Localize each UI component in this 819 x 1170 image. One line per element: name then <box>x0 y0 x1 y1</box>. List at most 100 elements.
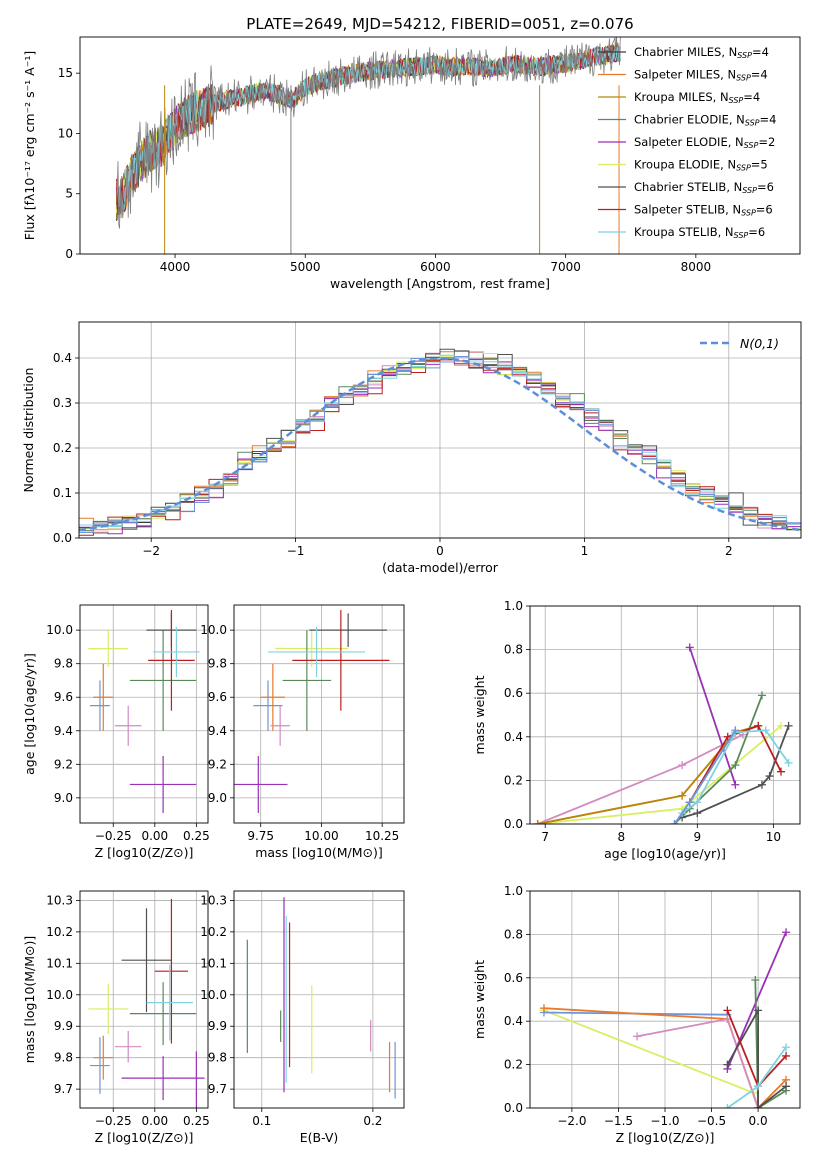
y-tick-label: 0.4 <box>504 1014 523 1028</box>
x-axis-label: Z [log10(Z/Z⊙)] <box>95 1130 194 1145</box>
x-tick-label: 10.00 <box>304 829 338 843</box>
y-tick-label: 9.2 <box>208 757 227 771</box>
x-tick-label: 5000 <box>290 260 321 274</box>
weight-marker <box>731 761 740 770</box>
axes-frame <box>78 321 802 539</box>
y-tick-label: 1.0 <box>504 599 523 613</box>
y-tick-label: 9.9 <box>54 1019 73 1033</box>
x-tick-label: −1 <box>287 544 305 558</box>
histogram-step <box>79 359 801 536</box>
x-axis-label: mass [log10(M/M⊙)] <box>255 845 383 860</box>
weight-marker <box>723 1006 732 1015</box>
weight-line <box>636 1017 759 1108</box>
x-tick-label: 1 <box>581 544 589 558</box>
legend-entry: Kroupa ELODIE, NSSP=5 <box>634 158 768 173</box>
x-tick-label: −0.5 <box>697 1114 726 1128</box>
weight-line <box>688 647 737 786</box>
plot-area <box>234 610 390 813</box>
y-tick-label: 9.8 <box>208 657 227 671</box>
y-tick-label: 1.0 <box>504 884 523 898</box>
weight-line <box>726 1006 787 1108</box>
y-tick-label: 10.3 <box>46 893 73 907</box>
y-tick-label: 0.4 <box>53 351 72 365</box>
y-tick-label: 9.9 <box>208 1019 227 1033</box>
legend-entry: Chabrier STELIB, NSSP=6 <box>634 180 774 195</box>
legend-entry: Salpeter MILES, NSSP=4 <box>634 68 768 83</box>
x-tick-label: −2.0 <box>557 1114 586 1128</box>
y-tick-label: 10.0 <box>200 623 227 637</box>
x-tick-label: −1.0 <box>650 1114 679 1128</box>
weight-marker <box>776 767 785 776</box>
x-tick-label: 0.00 <box>141 1114 168 1128</box>
y-tick-label: 9.4 <box>54 724 73 738</box>
weight-marker <box>757 691 766 700</box>
x-axis-label: Z [log10(Z/Z⊙)] <box>616 1130 715 1145</box>
x-tick-label: 10 <box>766 830 781 844</box>
gaussian-curve <box>79 357 801 532</box>
y-tick-label: 10.3 <box>200 893 227 907</box>
weight-line <box>537 733 744 824</box>
x-tick-label: 0.25 <box>183 1114 210 1128</box>
weight-marker <box>693 798 702 807</box>
weight-marker <box>685 643 694 652</box>
x-axis-label: (data-model)/error <box>382 560 499 575</box>
y-tick-label: 0.8 <box>504 643 523 657</box>
x-tick-label: 0.2 <box>363 1114 382 1128</box>
y-tick-label: 10.2 <box>46 925 73 939</box>
y-tick-label: 10.1 <box>200 956 227 970</box>
y-tick-label: 9.8 <box>54 657 73 671</box>
y-tick-label: 0.0 <box>53 531 72 545</box>
plot-area <box>88 898 205 1108</box>
x-tick-label: 0 <box>436 544 444 558</box>
axes-spectrum: 4000 5000 6000 7000 8000 0 5 10 15 Chabrier MILES… <box>22 36 801 291</box>
y-tick-label: 10.0 <box>200 988 227 1002</box>
y-tick-label: 9.7 <box>54 1082 73 1096</box>
weight-marker <box>776 721 785 730</box>
axes-frame <box>233 604 405 824</box>
y-tick-label: 9.0 <box>208 791 227 805</box>
model-spectrum-line <box>116 45 621 212</box>
weight-marker <box>757 780 766 789</box>
axes-frame <box>233 890 405 1109</box>
x-axis-label: E(B-V) <box>300 1130 339 1145</box>
legend-entry: Kroupa MILES, NSSP=4 <box>634 90 760 105</box>
weight-marker <box>754 1006 763 1015</box>
axes-weight-vs-Z: −2.0 −1.5 −1.0 −0.5 0.0 0.0 0.2 0.4 0.6 0.8 1.0 Z [… <box>472 884 801 1145</box>
y-tick-label: 0.0 <box>504 817 523 831</box>
weight-line <box>543 1009 759 1108</box>
y-tick-label: 5 <box>65 187 73 201</box>
weight-line <box>754 979 787 1108</box>
data-spectrum-line <box>116 37 621 229</box>
legend-entry: Salpeter STELIB, NSSP=6 <box>634 203 773 218</box>
x-tick-label: 6000 <box>420 260 451 274</box>
weight-marker <box>761 726 770 735</box>
weight-marker <box>723 1060 732 1069</box>
weight-marker <box>782 1082 791 1091</box>
y-tick-label: 9.6 <box>54 690 73 704</box>
axes-frame <box>79 604 209 824</box>
weight-marker <box>723 1104 732 1108</box>
weight-marker <box>782 1051 791 1060</box>
axes-frame <box>529 890 801 1109</box>
weight-marker <box>782 1043 791 1052</box>
weight-marker <box>754 1082 763 1091</box>
legend-entry: N(0,1) <box>740 336 779 351</box>
x-tick-label: 0.0 <box>749 1114 768 1128</box>
legend-entry: Chabrier MILES, NSSP=4 <box>634 45 769 60</box>
x-tick-label: 9 <box>694 830 702 844</box>
histogram-step <box>79 348 801 530</box>
legend-entry: Chabrier ELODIE, NSSP=4 <box>634 113 776 128</box>
y-tick-label: 9.2 <box>54 757 73 771</box>
weight-marker <box>765 772 774 781</box>
y-tick-label: 10.2 <box>200 925 227 939</box>
y-tick-label: 0.2 <box>504 1058 523 1072</box>
y-tick-label: 0 <box>65 247 73 261</box>
weight-marker <box>670 820 679 824</box>
legend: Chabrier MILES, NSSP=4 Salpeter MILES, NS… <box>598 45 776 240</box>
y-tick-label: 9.0 <box>54 791 73 805</box>
weight-marker <box>784 721 793 730</box>
plot-area <box>88 610 200 813</box>
plot-area <box>79 348 801 536</box>
weight-marker <box>754 1104 763 1108</box>
